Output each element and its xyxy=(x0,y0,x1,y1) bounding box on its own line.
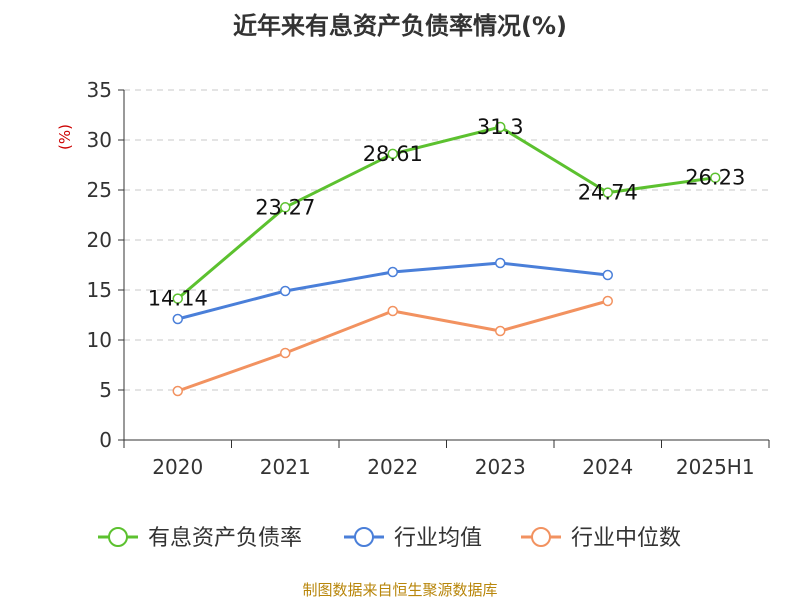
y-tick-label: 15 xyxy=(87,278,112,302)
data-source-note: 制图数据来自恒生聚源数据库 xyxy=(302,581,498,599)
data-point xyxy=(172,385,183,397)
x-tick-label: 2020 xyxy=(152,455,203,479)
y-tick-label: 20 xyxy=(87,228,112,252)
data-label: 14.14 xyxy=(148,287,208,311)
x-tick-label: 2023 xyxy=(475,455,526,479)
data-point xyxy=(495,325,506,337)
legend-marker xyxy=(354,527,374,547)
data-point xyxy=(387,266,398,278)
y-tick-label: 10 xyxy=(87,328,112,352)
data-point xyxy=(172,313,183,325)
y-tick-label: 30 xyxy=(87,128,112,152)
data-point xyxy=(280,347,291,359)
chart-title: 近年来有息资产负债率情况(%) xyxy=(233,12,567,40)
data-point xyxy=(602,269,613,281)
data-label: 28.61 xyxy=(363,142,423,166)
data-point xyxy=(280,285,291,297)
data-label: 31.3 xyxy=(477,115,524,139)
legend-marker xyxy=(531,527,551,547)
data-label: 23.27 xyxy=(255,195,315,219)
data-point xyxy=(710,172,721,183)
data-label: 24.74 xyxy=(578,181,638,205)
data-point xyxy=(172,293,183,304)
data-point xyxy=(280,202,291,213)
x-tick-label: 2025H1 xyxy=(676,455,755,479)
x-tick-label: 2021 xyxy=(260,455,311,479)
legend-label: 行业均值 xyxy=(394,526,482,551)
data-point xyxy=(602,295,613,307)
series-line xyxy=(176,125,716,300)
legend-label: 行业中位数 xyxy=(571,526,681,551)
x-tick-label: 2022 xyxy=(367,455,418,479)
y-tick-label: 5 xyxy=(99,378,112,402)
y-tick-label: 25 xyxy=(87,178,112,202)
legend-label: 有息资产负债率 xyxy=(148,526,302,551)
y-tick-label: 0 xyxy=(99,428,112,452)
legend-marker xyxy=(108,527,128,547)
data-point xyxy=(387,148,398,160)
data-point xyxy=(602,187,613,198)
data-point xyxy=(495,121,506,133)
data-point xyxy=(387,305,398,317)
data-label: 26.23 xyxy=(685,166,745,190)
x-tick-label: 2024 xyxy=(582,455,633,479)
data-point xyxy=(495,257,506,269)
y-tick-label: 35 xyxy=(87,78,112,102)
